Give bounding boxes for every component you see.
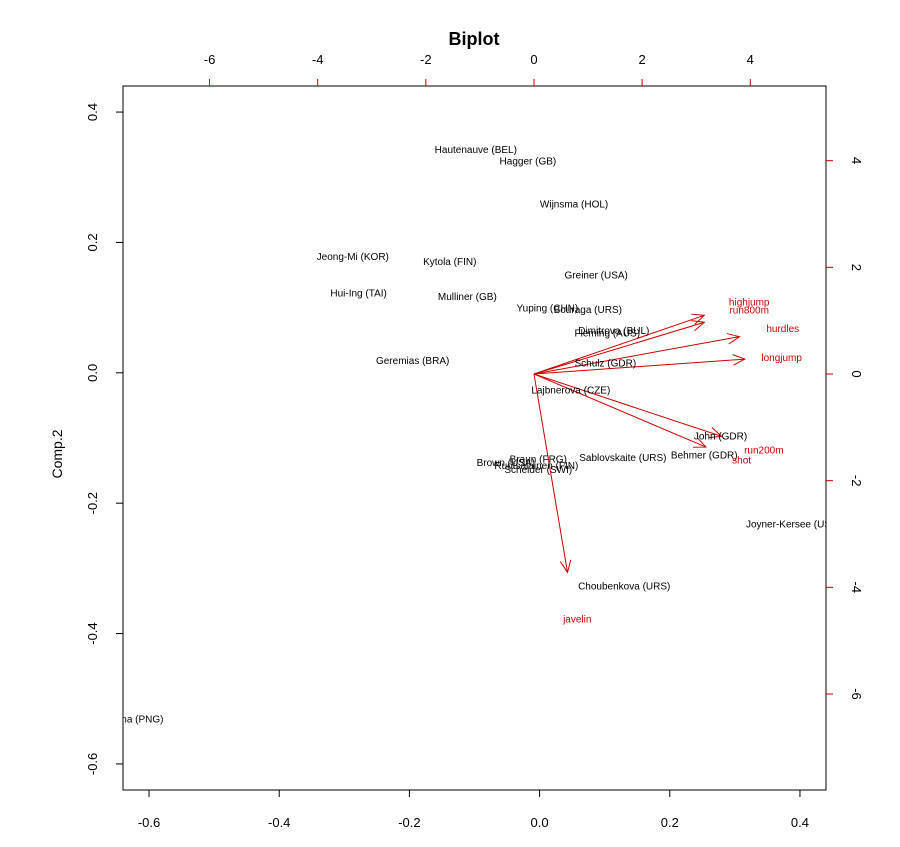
observation-label: Hagger (GB)	[500, 157, 557, 168]
bottom-axis-tick-label: -0.2	[398, 815, 420, 830]
observation-label: Bouraga (URS)	[554, 305, 622, 316]
observation-label: Joyner-Kersee (USA)	[746, 520, 841, 531]
observation-label: Scheider (SWI)	[504, 465, 572, 476]
variable-label-highjump: highjump	[729, 298, 770, 309]
chart-title: Biplot	[449, 29, 500, 49]
observation-label: Jeong-Mi (KOR)	[317, 252, 389, 263]
observation-label: Launa (PNG)	[105, 715, 164, 726]
bottom-axis-tick-label: 0.4	[791, 815, 809, 830]
observation-labels-layer: Hautenauve (BEL)Hagger (GB) Wijnsma (HOL)…	[105, 145, 841, 726]
y-axis-label: Comp.2	[49, 429, 65, 478]
bottom-axis-tick-label: -0.4	[268, 815, 290, 830]
variable-label-longjump: longjump	[761, 353, 802, 364]
right-axis-tick-label: -6	[849, 688, 864, 700]
loading-arrowhead-hurdles	[726, 333, 741, 345]
variable-label-run800m: run800m	[729, 306, 768, 317]
loading-arrow-javelin	[533, 373, 569, 573]
top-axis-tick-label: 2	[639, 52, 646, 67]
right-axis-tick-label: -2	[849, 475, 864, 487]
observation-label: Greiner (USA)	[565, 271, 628, 282]
loading-arrow-run800m	[533, 321, 705, 375]
observation-label: Fleming (AUS)	[574, 329, 640, 340]
observation-label: Sablovskaite (URS)	[579, 453, 666, 464]
variable-label-shot: shot	[732, 455, 751, 466]
loading-arrowhead-shot	[692, 437, 708, 448]
bottom-axis-tick-label: -0.6	[138, 815, 160, 830]
loading-arrow-hurdles	[533, 336, 740, 375]
loading-arrows-layer	[533, 313, 747, 574]
loading-arrow-highjump	[533, 314, 705, 375]
loading-arrowhead-run800m	[691, 320, 706, 332]
observation-label: Wijnsma (HOL)	[540, 200, 608, 211]
observation-label: Braun (FRG)	[510, 455, 567, 466]
top-axis-tick-label: -4	[312, 52, 324, 67]
observation-label: Hautenauve (BEL)	[435, 145, 517, 156]
variable-label-run200m: run200m	[744, 445, 783, 456]
left-axis-tick-label: 0.0	[85, 364, 100, 382]
loading-arrowhead-run200m	[708, 427, 723, 439]
observation-label: Schulz (GDR)	[574, 359, 636, 370]
left-axis-tick-label: 0.4	[85, 103, 100, 121]
top-axis-tick-label: -6	[204, 52, 216, 67]
observation-label: John (GDR)	[694, 432, 747, 443]
observation-label: Hui-Ing (TAI)	[330, 288, 387, 299]
loading-arrow-longjump	[533, 358, 745, 375]
right-axis-tick-label: -4	[849, 582, 864, 594]
observation-label: Dimitrova (BUL)	[578, 326, 649, 337]
loading-arrow-run200m	[533, 373, 722, 437]
right-axis-tick-label: 4	[849, 157, 864, 164]
observation-label: Mulliner (GB)	[438, 292, 497, 303]
left-axis-tick-label: 0.2	[85, 233, 100, 251]
observation-label: Yuping (CHN)	[517, 303, 579, 314]
top-axis-tick-label: 0	[530, 52, 537, 67]
loading-arrowhead-longjump	[732, 354, 747, 366]
right-axis-tick-label: 0	[849, 370, 864, 377]
variable-label-javelin: javelin	[562, 614, 591, 625]
axes-layer: -0.6 -0.4 -0.2 0.0 0.2 0.4 -0.6 -0.4 -0.2 0.0 0.2 0…	[85, 52, 864, 830]
observation-label: Behmer (GDR)	[671, 451, 738, 462]
observation-label: Geremias (BRA)	[376, 356, 449, 367]
left-axis-tick-label: -0.4	[85, 622, 100, 644]
observation-label: Choubenkova (URS)	[578, 582, 670, 593]
observation-label: Lajbnerova (CZE)	[531, 385, 610, 396]
left-axis-tick-label: -0.2	[85, 492, 100, 514]
left-axis-tick-label: -0.6	[85, 753, 100, 775]
bottom-axis-tick-label: 0.0	[531, 815, 549, 830]
observation-label: Brown (USA)	[477, 458, 535, 469]
variable-label-hurdles: hurdles	[766, 324, 799, 335]
observation-label: Ruotsalainen (FIN)	[494, 461, 578, 472]
loading-arrowhead-javelin	[559, 559, 572, 574]
right-axis-tick-label: 2	[849, 264, 864, 271]
observation-label: Kytola (FIN)	[423, 257, 476, 268]
loading-arrow-shot	[533, 373, 707, 448]
top-axis-tick-label: -2	[420, 52, 432, 67]
bottom-axis-tick-label: 0.2	[661, 815, 679, 830]
top-axis-tick-label: 4	[747, 52, 754, 67]
